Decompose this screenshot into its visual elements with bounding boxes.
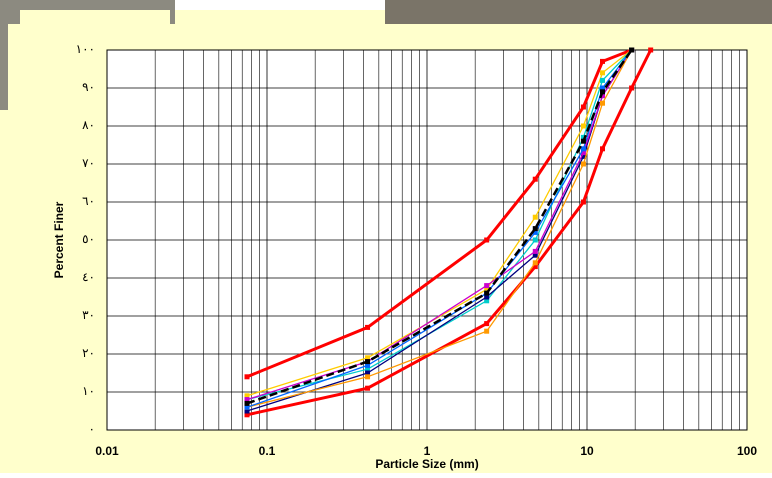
photo-right xyxy=(385,0,772,24)
x-tick-label: 100 xyxy=(737,444,757,458)
series-marker xyxy=(532,260,538,266)
y-tick-label: ٩٠ xyxy=(82,80,95,94)
series-marker xyxy=(484,328,490,334)
series-marker xyxy=(580,150,586,156)
series-marker xyxy=(532,226,538,232)
series-marker xyxy=(484,294,490,300)
series-marker xyxy=(365,366,371,372)
series-marker xyxy=(600,89,606,95)
series-marker xyxy=(600,58,606,64)
y-tick-label: ٣٠ xyxy=(82,308,95,322)
series-marker xyxy=(484,283,490,289)
x-tick-label: 1 xyxy=(424,444,431,458)
y-tick-label: ١٠٠ xyxy=(76,42,95,56)
x-tick-label: 0.1 xyxy=(259,444,276,458)
series-marker xyxy=(532,264,538,270)
series-marker xyxy=(600,100,606,106)
series-marker xyxy=(580,161,586,167)
y-tick-label: ١٠ xyxy=(82,384,95,398)
series-marker xyxy=(580,134,586,140)
y-tick-label: ٢٠ xyxy=(82,346,95,360)
series-marker xyxy=(532,237,538,243)
series-marker xyxy=(365,355,371,361)
series-marker xyxy=(365,324,371,330)
series-marker xyxy=(244,374,250,380)
series-marker xyxy=(244,393,250,399)
x-tick-label: 0.01 xyxy=(95,444,119,458)
series-marker xyxy=(580,138,586,144)
series-marker xyxy=(532,214,538,220)
series-marker xyxy=(532,252,538,258)
series-marker xyxy=(244,400,250,406)
series-marker xyxy=(600,146,606,152)
series-marker xyxy=(600,77,606,83)
series-line xyxy=(246,49,653,417)
series-marker xyxy=(580,153,586,159)
x-axis-title: Particle Size (mm) xyxy=(375,457,478,471)
series-marker xyxy=(484,290,490,296)
series-marker xyxy=(580,146,586,152)
series-marker xyxy=(365,374,371,380)
plot-border xyxy=(106,49,748,431)
series-marker xyxy=(484,286,490,292)
series-marker xyxy=(365,370,371,376)
series-marker xyxy=(600,70,606,76)
series-marker xyxy=(600,85,606,91)
series-marker xyxy=(532,229,538,235)
series-marker xyxy=(532,248,538,254)
series-marker xyxy=(244,408,250,414)
series-marker xyxy=(629,85,635,91)
y-tick-label: ٠ xyxy=(89,422,95,436)
series-marker xyxy=(580,123,586,129)
series-marker xyxy=(629,47,635,53)
series-marker xyxy=(580,199,586,205)
x-tick-label: 10 xyxy=(580,444,594,458)
series-marker xyxy=(244,412,250,418)
series-marker xyxy=(600,93,606,99)
series-marker xyxy=(484,321,490,327)
series-marker xyxy=(484,298,490,304)
series-marker xyxy=(244,397,250,403)
y-tick-label: ٤٠ xyxy=(82,270,95,284)
y-axis-title: Percent Finer xyxy=(52,201,66,278)
y-tick-label: ٧٠ xyxy=(82,156,95,170)
series-marker xyxy=(484,237,490,243)
series-marker xyxy=(365,385,371,391)
series-marker xyxy=(365,359,371,365)
y-tick-label: ٦٠ xyxy=(82,194,95,208)
y-tick-label: ٨٠ xyxy=(82,118,95,132)
series-marker xyxy=(365,362,371,368)
series-marker xyxy=(532,176,538,182)
series-marker xyxy=(244,404,250,410)
series-marker xyxy=(648,47,654,53)
series-marker xyxy=(580,104,586,110)
photo-gap xyxy=(175,0,385,10)
y-tick-label: ٥٠ xyxy=(82,232,95,246)
